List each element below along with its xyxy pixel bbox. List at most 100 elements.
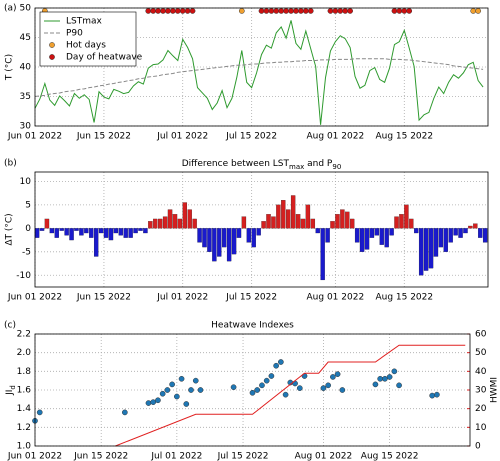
- bar: [49, 228, 55, 234]
- bar: [103, 228, 109, 238]
- marker: [263, 377, 270, 384]
- bar: [404, 204, 409, 229]
- bar: [79, 228, 84, 236]
- x-tick-label: Jul 01 2022: [156, 132, 208, 142]
- line: [115, 344, 466, 447]
- plot-frame: [34, 333, 471, 447]
- bar: [286, 209, 291, 229]
- bar: [54, 228, 59, 238]
- marker: [372, 381, 379, 388]
- bar: [89, 228, 94, 238]
- marker: [288, 8, 294, 14]
- chart-title: Heatwave Indexes: [211, 321, 294, 331]
- bar: [315, 228, 320, 234]
- y2-tick-label: 50: [475, 348, 487, 358]
- marker: [396, 382, 402, 389]
- panel-label: (b): [4, 159, 17, 169]
- bar: [217, 228, 222, 257]
- marker: [396, 8, 403, 14]
- panel-label: (a): [4, 4, 17, 14]
- x-tick-label: Aug 15 2022: [375, 293, 433, 303]
- bar: [34, 228, 40, 238]
- bar: [458, 228, 463, 238]
- bar: [423, 228, 429, 271]
- bar: [128, 228, 133, 238]
- marker: [429, 392, 436, 399]
- bar: [192, 218, 197, 229]
- x-tick-label: Jul 01 2022: [150, 452, 202, 461]
- marker: [155, 8, 161, 14]
- marker: [273, 362, 279, 369]
- bar: [468, 225, 473, 229]
- bar: [271, 216, 276, 229]
- marker: [174, 8, 181, 14]
- marker: [164, 387, 171, 393]
- bar: [350, 218, 355, 229]
- marker: [278, 8, 285, 14]
- chart-title-part: LST: [273, 159, 290, 169]
- y2-tick-label: 20: [475, 404, 487, 414]
- bar: [399, 214, 404, 229]
- marker: [230, 384, 237, 391]
- marker: [173, 393, 180, 400]
- marker: [170, 8, 176, 14]
- bar: [226, 228, 232, 262]
- y-tick-label: 45: [20, 33, 31, 43]
- y2-tick-label: 40: [475, 367, 487, 377]
- bar: [74, 228, 79, 231]
- y-tick-label: 10: [20, 177, 32, 187]
- bar: [320, 228, 325, 281]
- marker: [145, 8, 152, 14]
- bar: [438, 228, 444, 248]
- bar: [64, 228, 69, 236]
- marker: [339, 387, 346, 393]
- marker: [278, 359, 284, 365]
- y-tick-label: 40: [20, 63, 32, 73]
- chart-title-sub: max: [289, 163, 304, 171]
- marker: [258, 8, 265, 14]
- bar: [305, 204, 311, 229]
- y2-tick-label: 60: [475, 330, 487, 340]
- bar: [177, 218, 183, 229]
- marker: [238, 8, 245, 14]
- legend-label: Hot days: [66, 41, 106, 51]
- x-tick-label: Jun 01 2022: [7, 452, 62, 461]
- bar: [182, 202, 188, 229]
- marker: [332, 8, 339, 14]
- marker: [334, 371, 341, 377]
- bar: [108, 228, 114, 241]
- x-tick-label: Jun 01 2022: [7, 132, 62, 142]
- bar: [172, 214, 178, 229]
- plot-frame: [34, 171, 489, 288]
- y-tick-label: 1.4: [17, 404, 32, 414]
- bar: [354, 228, 360, 243]
- marker: [401, 8, 408, 14]
- x-tick-label: Jul 15 2022: [217, 452, 269, 461]
- bar: [330, 221, 335, 229]
- panel-label: (c): [4, 321, 16, 331]
- bar: [414, 228, 419, 234]
- bar: [44, 218, 50, 229]
- y-tick-label: 1.6: [17, 386, 32, 396]
- y-axis-label-part: JI: [5, 390, 15, 396]
- marker: [150, 399, 157, 405]
- bar: [212, 228, 217, 262]
- bar: [428, 228, 434, 269]
- x-tick-label: Jun 15 2022: [73, 452, 128, 461]
- marker: [475, 8, 482, 14]
- bar: [59, 228, 64, 231]
- y-tick-label: -10: [16, 271, 31, 281]
- marker: [382, 375, 388, 382]
- marker: [298, 8, 304, 14]
- bar: [310, 218, 316, 229]
- y-tick-label: 0: [25, 224, 31, 234]
- x-tick-label: Jul 15 2022: [225, 132, 277, 142]
- marker: [342, 8, 349, 14]
- marker: [273, 8, 280, 14]
- legend-label: LSTmax: [66, 17, 103, 27]
- chart-title-part: P: [327, 159, 333, 169]
- marker: [302, 8, 309, 14]
- marker: [386, 374, 393, 380]
- marker: [268, 373, 275, 379]
- y-tick-label: -5: [22, 247, 31, 257]
